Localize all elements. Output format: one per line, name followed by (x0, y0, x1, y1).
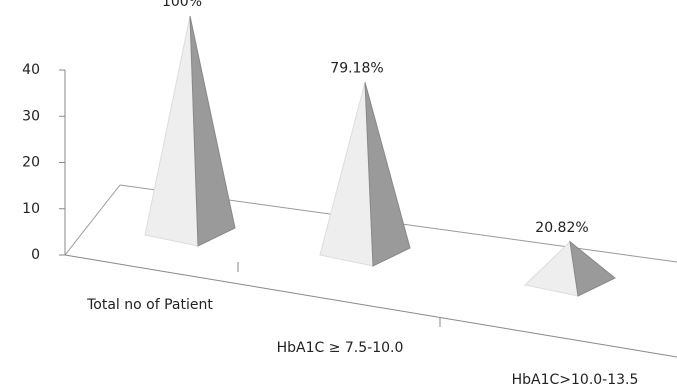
pyramid-face-left (523, 240, 579, 297)
pyramid-face-right (569, 240, 616, 297)
y-tick-label: 30 (22, 108, 40, 124)
y-tick-label: 10 (22, 201, 40, 217)
x-tick-label: HbA1C ≥ 7.5-10.0 (277, 340, 404, 356)
floor-side (64, 184, 121, 256)
x-tick-label: HbA1C>10.0-13.5 (512, 372, 639, 388)
data-label: 79.18% (330, 60, 383, 76)
data-label: 100% (162, 0, 202, 10)
pyramid-face-right (189, 15, 236, 247)
pyramid-face-left (144, 15, 199, 247)
y-tick-label: 20 (22, 155, 40, 171)
pyramid-face-left (319, 82, 374, 267)
pyramid (523, 240, 616, 297)
pyramid (144, 15, 236, 247)
data-label: 20.82% (535, 220, 588, 236)
floor-front (64, 254, 677, 358)
y-tick-label: 0 (31, 247, 40, 263)
y-tick-label: 40 (22, 62, 40, 78)
pyramid-face-right (364, 82, 411, 267)
x-tick-label: Total no of Patient (86, 297, 213, 313)
pyramid (319, 82, 411, 267)
